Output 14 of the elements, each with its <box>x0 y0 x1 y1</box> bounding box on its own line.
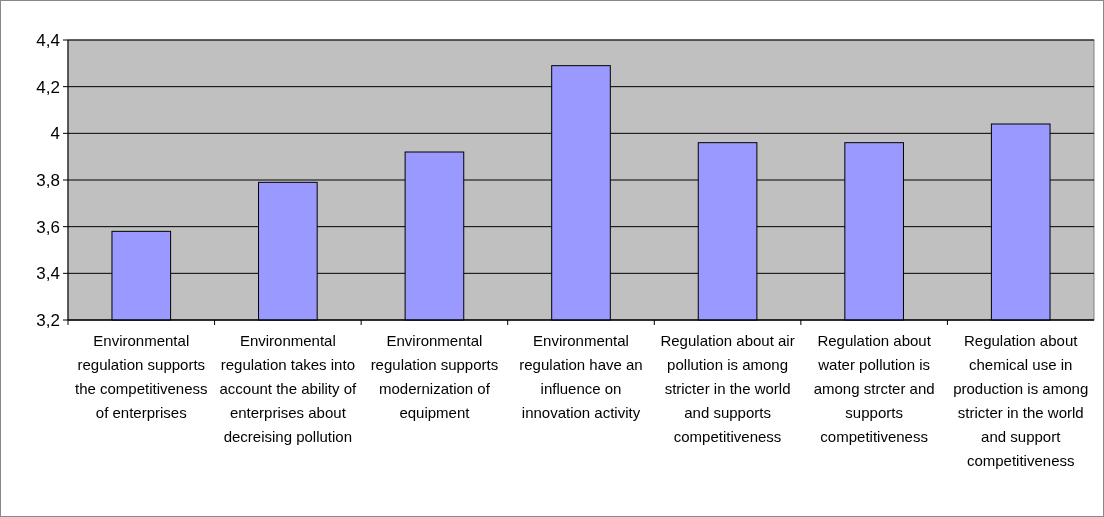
y-tick-label: 3,6 <box>36 217 60 237</box>
y-tick-label: 3,2 <box>36 310 60 330</box>
y-tick-label: 4,4 <box>36 30 60 50</box>
y-tick-label: 3,8 <box>36 170 60 190</box>
x-tick-label: Regulation about chemical use in production is among stricter in the world and support competitiveness <box>953 332 1089 469</box>
y-tick-label: 4 <box>50 124 60 144</box>
x-tick-label: Environmental regulation supports the competitiveness of enterprises <box>75 332 208 421</box>
x-tick-label: Regulation about water pollution is among strcter and supports competitiveness <box>813 332 935 445</box>
y-tick-label: 3,4 <box>36 264 60 284</box>
x-tick-label: Environmental regulation supports modernization of equipment <box>370 332 499 421</box>
x-tick-label: Environmental regulation takes into account the ability of enterprises about decreising pollution <box>219 332 358 445</box>
x-tick-label: Regulation about air pollution is among stricter in the world and supports competitiveness <box>660 332 795 445</box>
y-tick-label: 4,2 <box>36 77 60 97</box>
x-tick-label: Environmental regulation have an influence on innovation activity <box>519 332 643 421</box>
